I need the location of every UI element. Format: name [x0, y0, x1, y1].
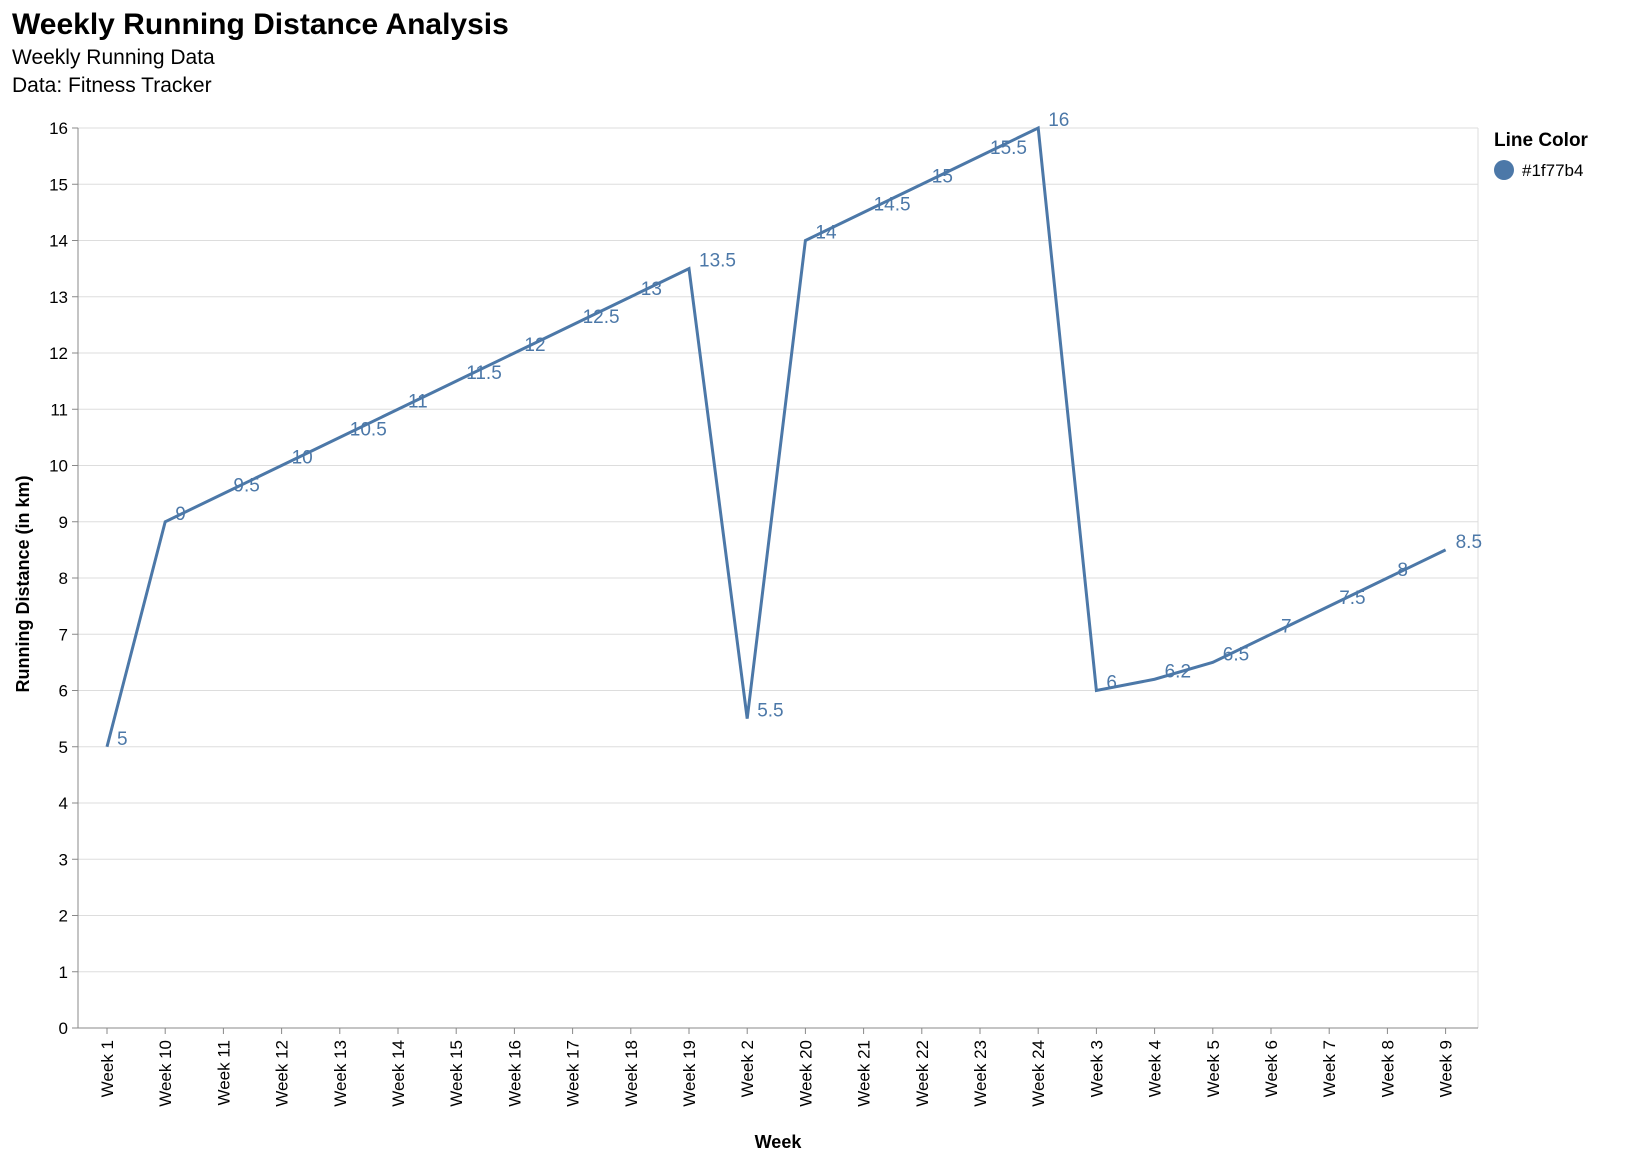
data-label: 12 — [524, 335, 545, 356]
y-tick-label: 12 — [49, 344, 68, 363]
y-tick-label: 14 — [49, 232, 68, 251]
x-tick-label: Week 20 — [796, 1040, 815, 1107]
data-labels: 5 9 9.5 10 10.5 11 11.5 12 12.5 13 13.5 5.5 14 14.5 15… — [117, 110, 1482, 750]
data-label: 13.5 — [699, 251, 736, 272]
legend-title: Line Color — [1494, 130, 1589, 151]
x-tick-label: Week 4 — [1146, 1040, 1165, 1097]
y-tick-label: 4 — [59, 794, 68, 813]
x-tick-label: Week 16 — [505, 1040, 524, 1107]
grid-lines — [78, 127, 1479, 1028]
x-tick-label: Week 15 — [447, 1040, 466, 1107]
y-tick-label: 2 — [59, 907, 68, 926]
data-label: 9.5 — [233, 476, 259, 497]
series-line — [105, 125, 1447, 748]
data-label: 15.5 — [990, 138, 1027, 159]
y-tick-label: 1 — [59, 963, 68, 982]
y-tick-label: 10 — [49, 457, 68, 476]
data-label: 12.5 — [583, 307, 620, 328]
data-label: 14 — [815, 223, 837, 244]
series-line-group — [105, 125, 1447, 748]
x-tick-label: Week 17 — [564, 1040, 583, 1107]
y-tick-label: 9 — [59, 513, 68, 532]
data-label: 8.5 — [1456, 532, 1482, 553]
x-tick-label: Week 3 — [1087, 1040, 1106, 1097]
x-tick-label: Week 7 — [1320, 1040, 1339, 1097]
y-tick-label: 6 — [59, 682, 68, 701]
legend: Line Color #1f77b4 — [1494, 130, 1589, 180]
x-tick-label: Week 2 — [738, 1040, 757, 1097]
x-tick-label: Week 24 — [1029, 1040, 1048, 1107]
legend-symbol — [1494, 160, 1514, 180]
y-tick-label: 16 — [49, 119, 68, 138]
x-tick-label: Week 14 — [389, 1040, 408, 1107]
x-tick-label: Week 21 — [855, 1040, 874, 1107]
x-tick-label: Week 12 — [273, 1040, 292, 1107]
x-axis-title: Week — [755, 1132, 803, 1152]
data-label: 6.2 — [1165, 661, 1191, 682]
x-tick-label: Week 18 — [622, 1040, 641, 1107]
x-tick-label: Week 9 — [1437, 1040, 1456, 1097]
x-tick-label: Week 10 — [156, 1040, 175, 1107]
y-axis-title: Running Distance (in km) — [13, 475, 33, 692]
data-label: 7 — [1281, 616, 1292, 637]
data-label: 6 — [1106, 673, 1117, 694]
y-tick-label: 13 — [49, 288, 68, 307]
data-label: 6.5 — [1223, 644, 1249, 665]
x-tick-label: Week 23 — [971, 1040, 990, 1107]
data-label: 9 — [175, 504, 186, 525]
data-label: 5.5 — [757, 701, 783, 722]
x-tick-label: Week 8 — [1378, 1040, 1397, 1097]
data-label: 11 — [408, 391, 428, 412]
y-tick-label: 11 — [50, 400, 68, 419]
data-label: 10.5 — [350, 419, 387, 440]
y-tick-label: 3 — [59, 850, 68, 869]
x-tick-label: Week 11 — [214, 1040, 233, 1106]
x-tick-label: Week 19 — [680, 1040, 699, 1107]
data-label: 11.5 — [466, 363, 502, 384]
y-tick-label: 15 — [49, 175, 68, 194]
x-tick-label: Week 5 — [1204, 1040, 1223, 1097]
data-label: 10 — [292, 448, 313, 469]
data-label: 13 — [641, 279, 662, 300]
x-tick-label: Week 1 — [98, 1040, 117, 1097]
legend-label: #1f77b4 — [1522, 161, 1583, 180]
data-label: 7.5 — [1339, 588, 1365, 609]
y-tick-label: 7 — [59, 625, 68, 644]
data-label: 8 — [1397, 560, 1408, 581]
x-tick-label: Week 22 — [913, 1040, 932, 1107]
data-label: 14.5 — [874, 194, 911, 215]
data-label: 16 — [1048, 110, 1069, 131]
x-tick-label: Week 6 — [1262, 1040, 1281, 1097]
x-axis: Week 1 Week 10 Week 11 Week 12 Week 13 Week 1… — [78, 1027, 1478, 1107]
data-label: 15 — [932, 166, 953, 187]
chart-subtitle-line-2: Data: Fitness Tracker — [12, 74, 212, 97]
y-tick-label: 0 — [59, 1019, 68, 1038]
y-tick-label: 8 — [59, 569, 68, 588]
chart-title: Weekly Running Distance Analysis — [12, 8, 509, 41]
y-tick-label: 5 — [59, 738, 68, 757]
chart-subtitle-line-1: Weekly Running Data — [12, 46, 215, 69]
data-label: 5 — [117, 729, 128, 750]
x-tick-label: Week 13 — [331, 1040, 350, 1107]
